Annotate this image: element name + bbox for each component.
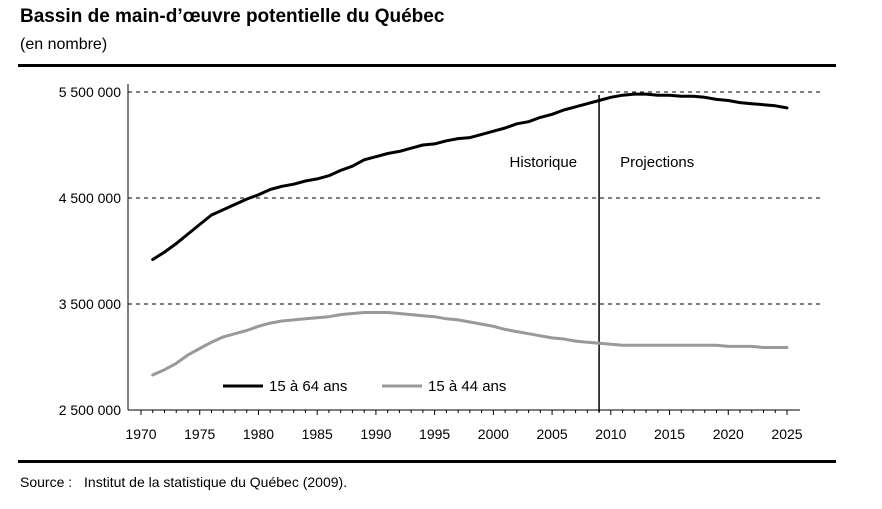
annotations: Historique Projections: [510, 154, 695, 171]
annotation-projections: Projections: [620, 154, 694, 171]
x-tick-label: 2020: [713, 426, 744, 442]
source-label: Source :: [20, 474, 73, 490]
series-line-15-64: [151, 92, 789, 261]
x-tick-label: 2010: [595, 426, 626, 442]
y-tick-label: 5 500 000: [59, 84, 121, 100]
x-tick-label: 1980: [243, 426, 274, 442]
source-text: Institut de la statistique du Québec (20…: [84, 474, 348, 490]
top-rule: [18, 64, 836, 67]
chart-subtitle: (en nombre): [20, 36, 108, 53]
chart-title: Bassin de main-d’œuvre potentielle du Qu…: [20, 6, 445, 27]
x-tick-label: 1970: [125, 426, 156, 442]
x-tick-label: 1985: [302, 426, 333, 442]
y-tick-label: 2 500 000: [59, 402, 121, 418]
x-tick-label: 1975: [184, 426, 215, 442]
grid-lines: [128, 91, 822, 305]
annotation-historique: Historique: [510, 154, 578, 171]
x-tick-label: 2000: [478, 426, 509, 442]
legend: 15 à 64 ans 15 à 44 ans: [223, 378, 506, 395]
x-tick-label: 1990: [360, 426, 391, 442]
x-tick-label: 2015: [654, 426, 685, 442]
source-note: Source : Institut de la statistique du Q…: [20, 474, 347, 490]
y-tick-label: 3 500 000: [59, 296, 121, 312]
series-line-15-44: [151, 311, 789, 377]
x-tick-label: 1995: [419, 426, 450, 442]
legend-label: 15 à 44 ans: [428, 378, 506, 395]
series-lines: [151, 92, 789, 377]
bottom-rule: [18, 460, 836, 463]
y-tick-label: 4 500 000: [59, 190, 121, 206]
x-tick-label: 2025: [771, 426, 802, 442]
axes: 2 500 000 3 500 000 4 500 000 5 500 000 1970…: [59, 84, 803, 442]
x-tick-label: 2005: [537, 426, 568, 442]
legend-label: 15 à 64 ans: [269, 378, 347, 395]
